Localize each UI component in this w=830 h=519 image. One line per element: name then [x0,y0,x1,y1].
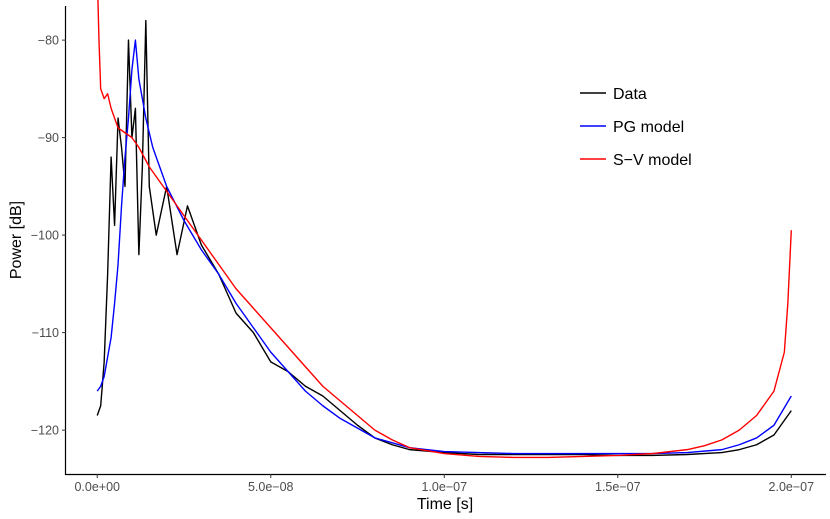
series-layer [96,0,792,459]
y-tick-label: −110 [32,326,59,340]
y-tick-label: −80 [38,34,59,48]
x-ticks: 0.0e+00 5.0e−08 1.0e−07 1.5e−07 2.0e−07 [74,474,814,494]
legend-label: S−V model [613,152,692,169]
x-tick-label: 1.5e−07 [595,480,641,494]
x-axis-title: Time [s] [417,496,473,513]
y-axis-title: Power [dB] [8,201,25,279]
legend-label: Data [613,86,647,103]
x-tick-label: 1.0e−07 [421,480,467,494]
series-line-pg-model [96,39,792,455]
plot-area: 0.0e+00 5.0e−08 1.0e−07 1.5e−07 2.0e−07 −80−… [31,0,826,494]
x-tick-label: 2.0e−07 [769,480,815,494]
x-tick-label: 5.0e−08 [248,480,294,494]
y-ticks: −80 −90 −100 −110 −120 [31,34,66,438]
y-tick-label: −120 [31,424,59,438]
y-tick-label: −90 [38,131,59,145]
x-tick-label: 0.0e+00 [74,480,120,494]
series-line-s-v-model [97,0,792,459]
legend-label: PG model [613,119,684,136]
y-tick-label: −100 [31,229,59,243]
legend: Data PG model S−V model [580,86,692,169]
series-line-data [96,19,792,457]
